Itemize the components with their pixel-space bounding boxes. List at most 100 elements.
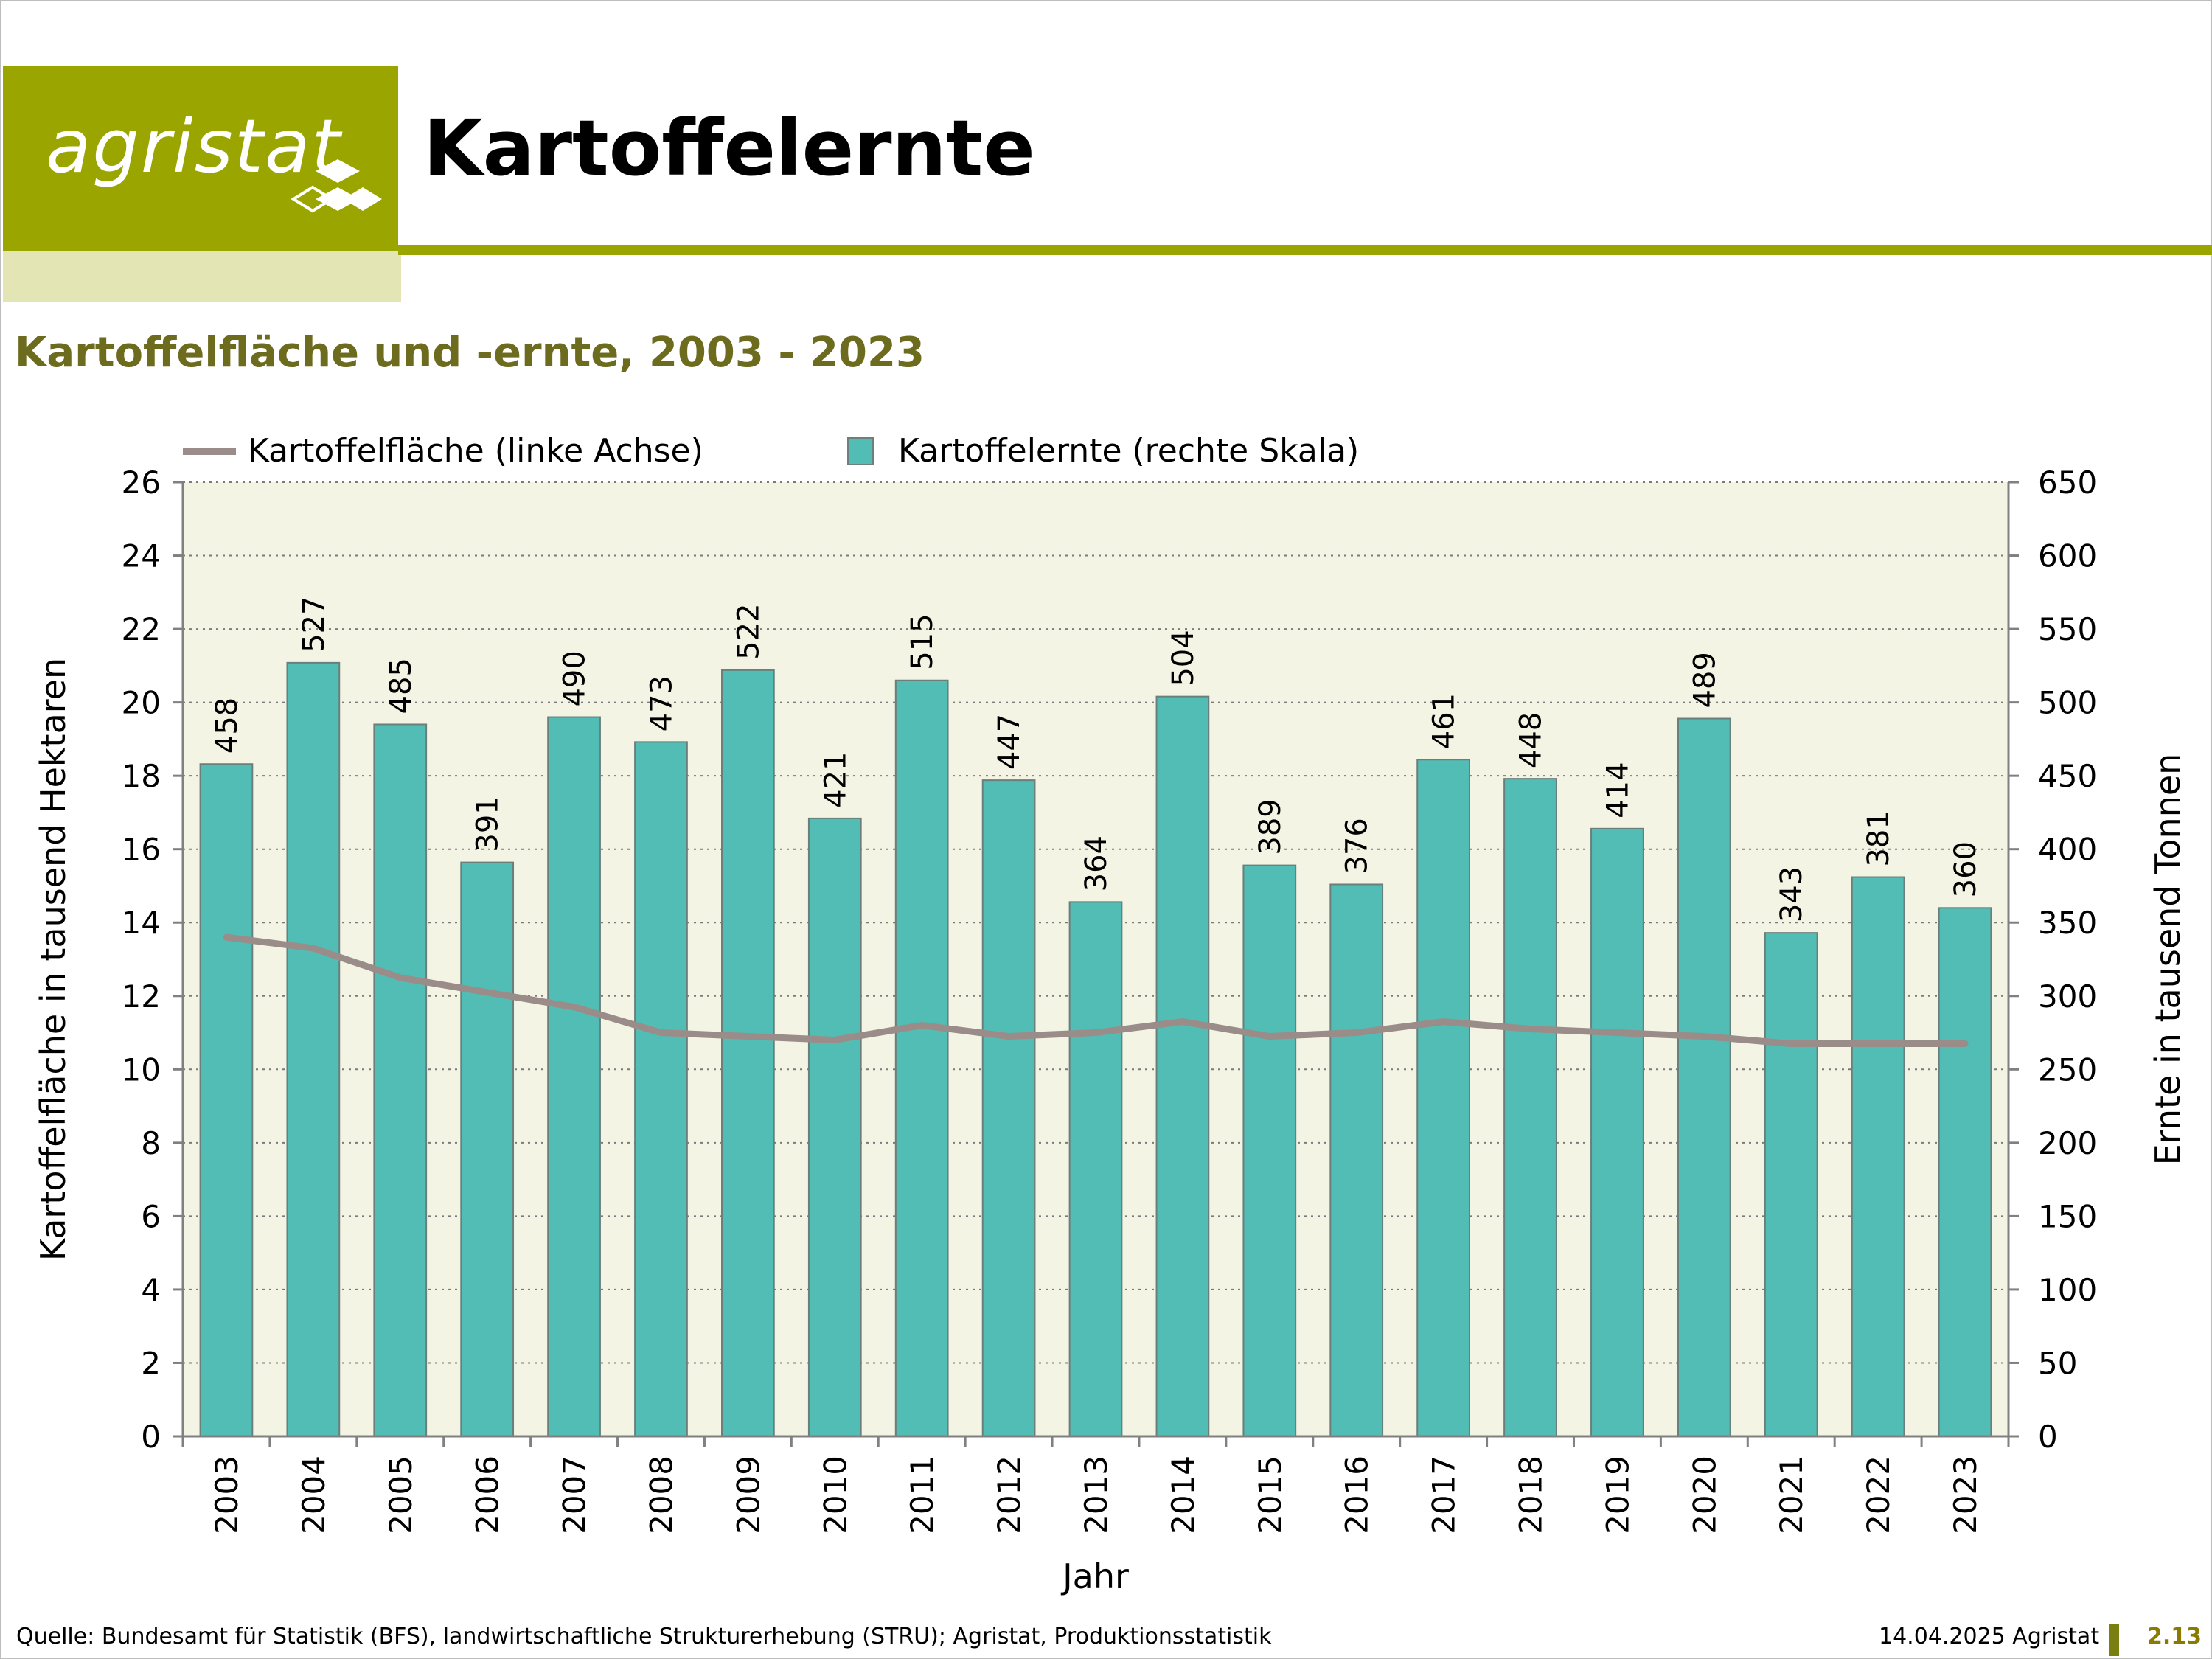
bar [547,716,601,1437]
x-tick-label: 2008 [643,1455,679,1534]
bar-value-label: 381 [1862,810,1896,866]
page-number: 2.13 [2147,1624,2202,1649]
right-tick-label: 500 [2038,685,2097,721]
bar [1329,883,1384,1437]
bar [286,661,341,1437]
x-tick-label: 2010 [817,1455,853,1534]
x-tick-label: 2013 [1078,1455,1114,1534]
x-tick-label: 2003 [209,1455,245,1534]
bar-value-label: 504 [1166,630,1200,686]
bar-value-label: 448 [1514,712,1548,768]
bar-value-label: 489 [1688,652,1722,708]
right-tick-label: 250 [2038,1051,2097,1088]
bar-value-label: 490 [558,650,592,706]
bar [634,741,688,1437]
right-tick-label: 350 [2038,905,2097,941]
x-tick-label: 2004 [296,1455,332,1534]
left-tick-label: 26 [122,465,161,501]
x-tick-label: 2020 [1686,1455,1722,1534]
x-tick-label: 2023 [1947,1455,1983,1534]
x-tick-label: 2015 [1252,1455,1288,1534]
right-tick-label: 650 [2038,465,2097,501]
right-tick-label: 600 [2038,538,2097,574]
x-tick-label: 2014 [1165,1455,1201,1534]
bar [1590,827,1644,1437]
logo-text: agristat [46,103,342,189]
bar [373,723,428,1437]
bar [1242,864,1297,1437]
bar-value-label: 376 [1340,818,1374,874]
right-tick-label: 50 [2038,1345,2077,1381]
bar-value-label: 343 [1775,866,1809,922]
footer-date: 14.04.2025 Agristat [1879,1624,2100,1649]
legend-bar-label: Kartoffelernte (rechte Skala) [898,432,1359,470]
bar [1851,876,1905,1437]
x-tick-label: 2009 [730,1455,766,1534]
right-axis-title: Ernte in tausend Tonnen [2148,754,2188,1166]
logo-underlay [3,251,401,302]
right-tick-label: 0 [2038,1419,2058,1455]
right-tick-label: 550 [2038,611,2097,647]
legend-line-label: Kartoffelfläche (linke Achse) [248,432,703,470]
area-line [223,933,1969,1047]
chart: Kartoffelfläche (linke Achse) Kartoffele… [33,432,2188,1596]
x-tick-label: 2016 [1339,1455,1375,1534]
bar [199,763,254,1437]
logo-diamond-icon [291,159,382,213]
bar [981,779,1036,1437]
bar [1938,907,1992,1437]
left-tick-label: 20 [122,685,161,721]
chart-subtitle: Kartoffelfläche und -ernte, 2003 - 2023 [15,329,925,377]
right-tick-label: 400 [2038,832,2097,868]
legend: Kartoffelfläche (linke Achse) Kartoffele… [183,432,1359,470]
left-tick-label: 24 [122,538,161,574]
left-tick-label: 4 [141,1272,161,1308]
bar [721,669,775,1437]
x-tick-label: 2007 [557,1455,593,1534]
x-tick-label: 2018 [1513,1455,1549,1534]
right-tick-label: 300 [2038,978,2097,1015]
bar-value-label: 391 [471,796,505,852]
x-tick-label: 2019 [1599,1455,1635,1534]
right-tick-label: 100 [2038,1272,2097,1308]
x-tick-label: 2006 [470,1455,506,1534]
bar-value-label: 461 [1427,693,1461,749]
x-tick-label: 2022 [1860,1455,1896,1534]
bar-value-label: 421 [818,752,852,808]
bar-value-label: 389 [1253,799,1287,855]
bar [1764,932,1818,1437]
bar-value-label: 458 [210,698,244,754]
right-tick-label: 150 [2038,1198,2097,1234]
left-tick-label: 16 [122,832,161,868]
right-tick-label: 200 [2038,1125,2097,1161]
bar [1068,901,1123,1437]
bar-value-label: 360 [1949,841,1983,897]
left-axis-title: Kartoffelfläche in tausend Hektaren [33,658,73,1261]
x-axis-title: Jahr [1060,1557,1129,1596]
footer-divider [2109,1624,2119,1656]
bar [1503,778,1557,1437]
bar-value-label: 473 [644,675,678,731]
left-tick-label: 6 [141,1198,161,1234]
left-tick-label: 14 [122,905,161,941]
right-tick-label: 450 [2038,758,2097,794]
left-tick-label: 18 [122,758,161,794]
bar-value-label: 414 [1601,762,1635,818]
agristat-logo [3,66,398,251]
left-tick-label: 22 [122,611,161,647]
bar-value-label: 447 [992,714,1026,770]
left-tick-label: 8 [141,1125,161,1161]
header-rule [398,245,2212,255]
bar-value-label: 485 [384,658,418,714]
page-title: Kartoffelernte [423,103,1035,193]
source-note: Quelle: Bundesamt für Statistik (BFS), l… [16,1624,1272,1649]
left-tick-label: 12 [122,978,161,1015]
bar-value-label: 522 [731,603,765,659]
bar [807,817,862,1437]
x-tick-label: 2012 [991,1455,1027,1534]
left-tick-label: 2 [141,1345,161,1381]
bar [1677,717,1731,1437]
bar-value-label: 527 [297,597,331,653]
bar [1416,759,1470,1437]
